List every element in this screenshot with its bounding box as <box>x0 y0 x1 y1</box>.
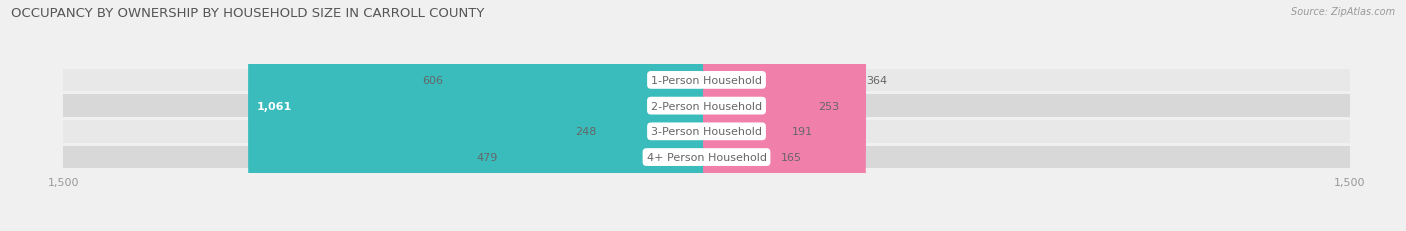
FancyBboxPatch shape <box>703 0 780 231</box>
Text: 606: 606 <box>422 76 443 85</box>
Text: 1-Person Household: 1-Person Household <box>651 76 762 85</box>
Text: 253: 253 <box>818 101 839 111</box>
FancyBboxPatch shape <box>703 0 792 231</box>
Bar <box>63 95 1350 117</box>
FancyBboxPatch shape <box>247 0 710 231</box>
Text: OCCUPANCY BY OWNERSHIP BY HOUSEHOLD SIZE IN CARROLL COUNTY: OCCUPANCY BY OWNERSHIP BY HOUSEHOLD SIZE… <box>11 7 485 20</box>
Text: 479: 479 <box>477 152 498 162</box>
Text: 165: 165 <box>780 152 801 162</box>
Text: 364: 364 <box>866 76 887 85</box>
Text: 1,061: 1,061 <box>257 101 292 111</box>
FancyBboxPatch shape <box>443 0 710 231</box>
Text: 3-Person Household: 3-Person Household <box>651 127 762 137</box>
Text: 2-Person Household: 2-Person Household <box>651 101 762 111</box>
Bar <box>63 146 1350 169</box>
FancyBboxPatch shape <box>596 0 710 231</box>
Bar <box>63 121 1350 143</box>
FancyBboxPatch shape <box>703 0 866 231</box>
FancyBboxPatch shape <box>703 0 818 231</box>
Text: 4+ Person Household: 4+ Person Household <box>647 152 766 162</box>
Text: 191: 191 <box>792 127 813 137</box>
Text: Source: ZipAtlas.com: Source: ZipAtlas.com <box>1291 7 1395 17</box>
Bar <box>63 69 1350 92</box>
Text: 248: 248 <box>575 127 596 137</box>
FancyBboxPatch shape <box>498 0 710 231</box>
